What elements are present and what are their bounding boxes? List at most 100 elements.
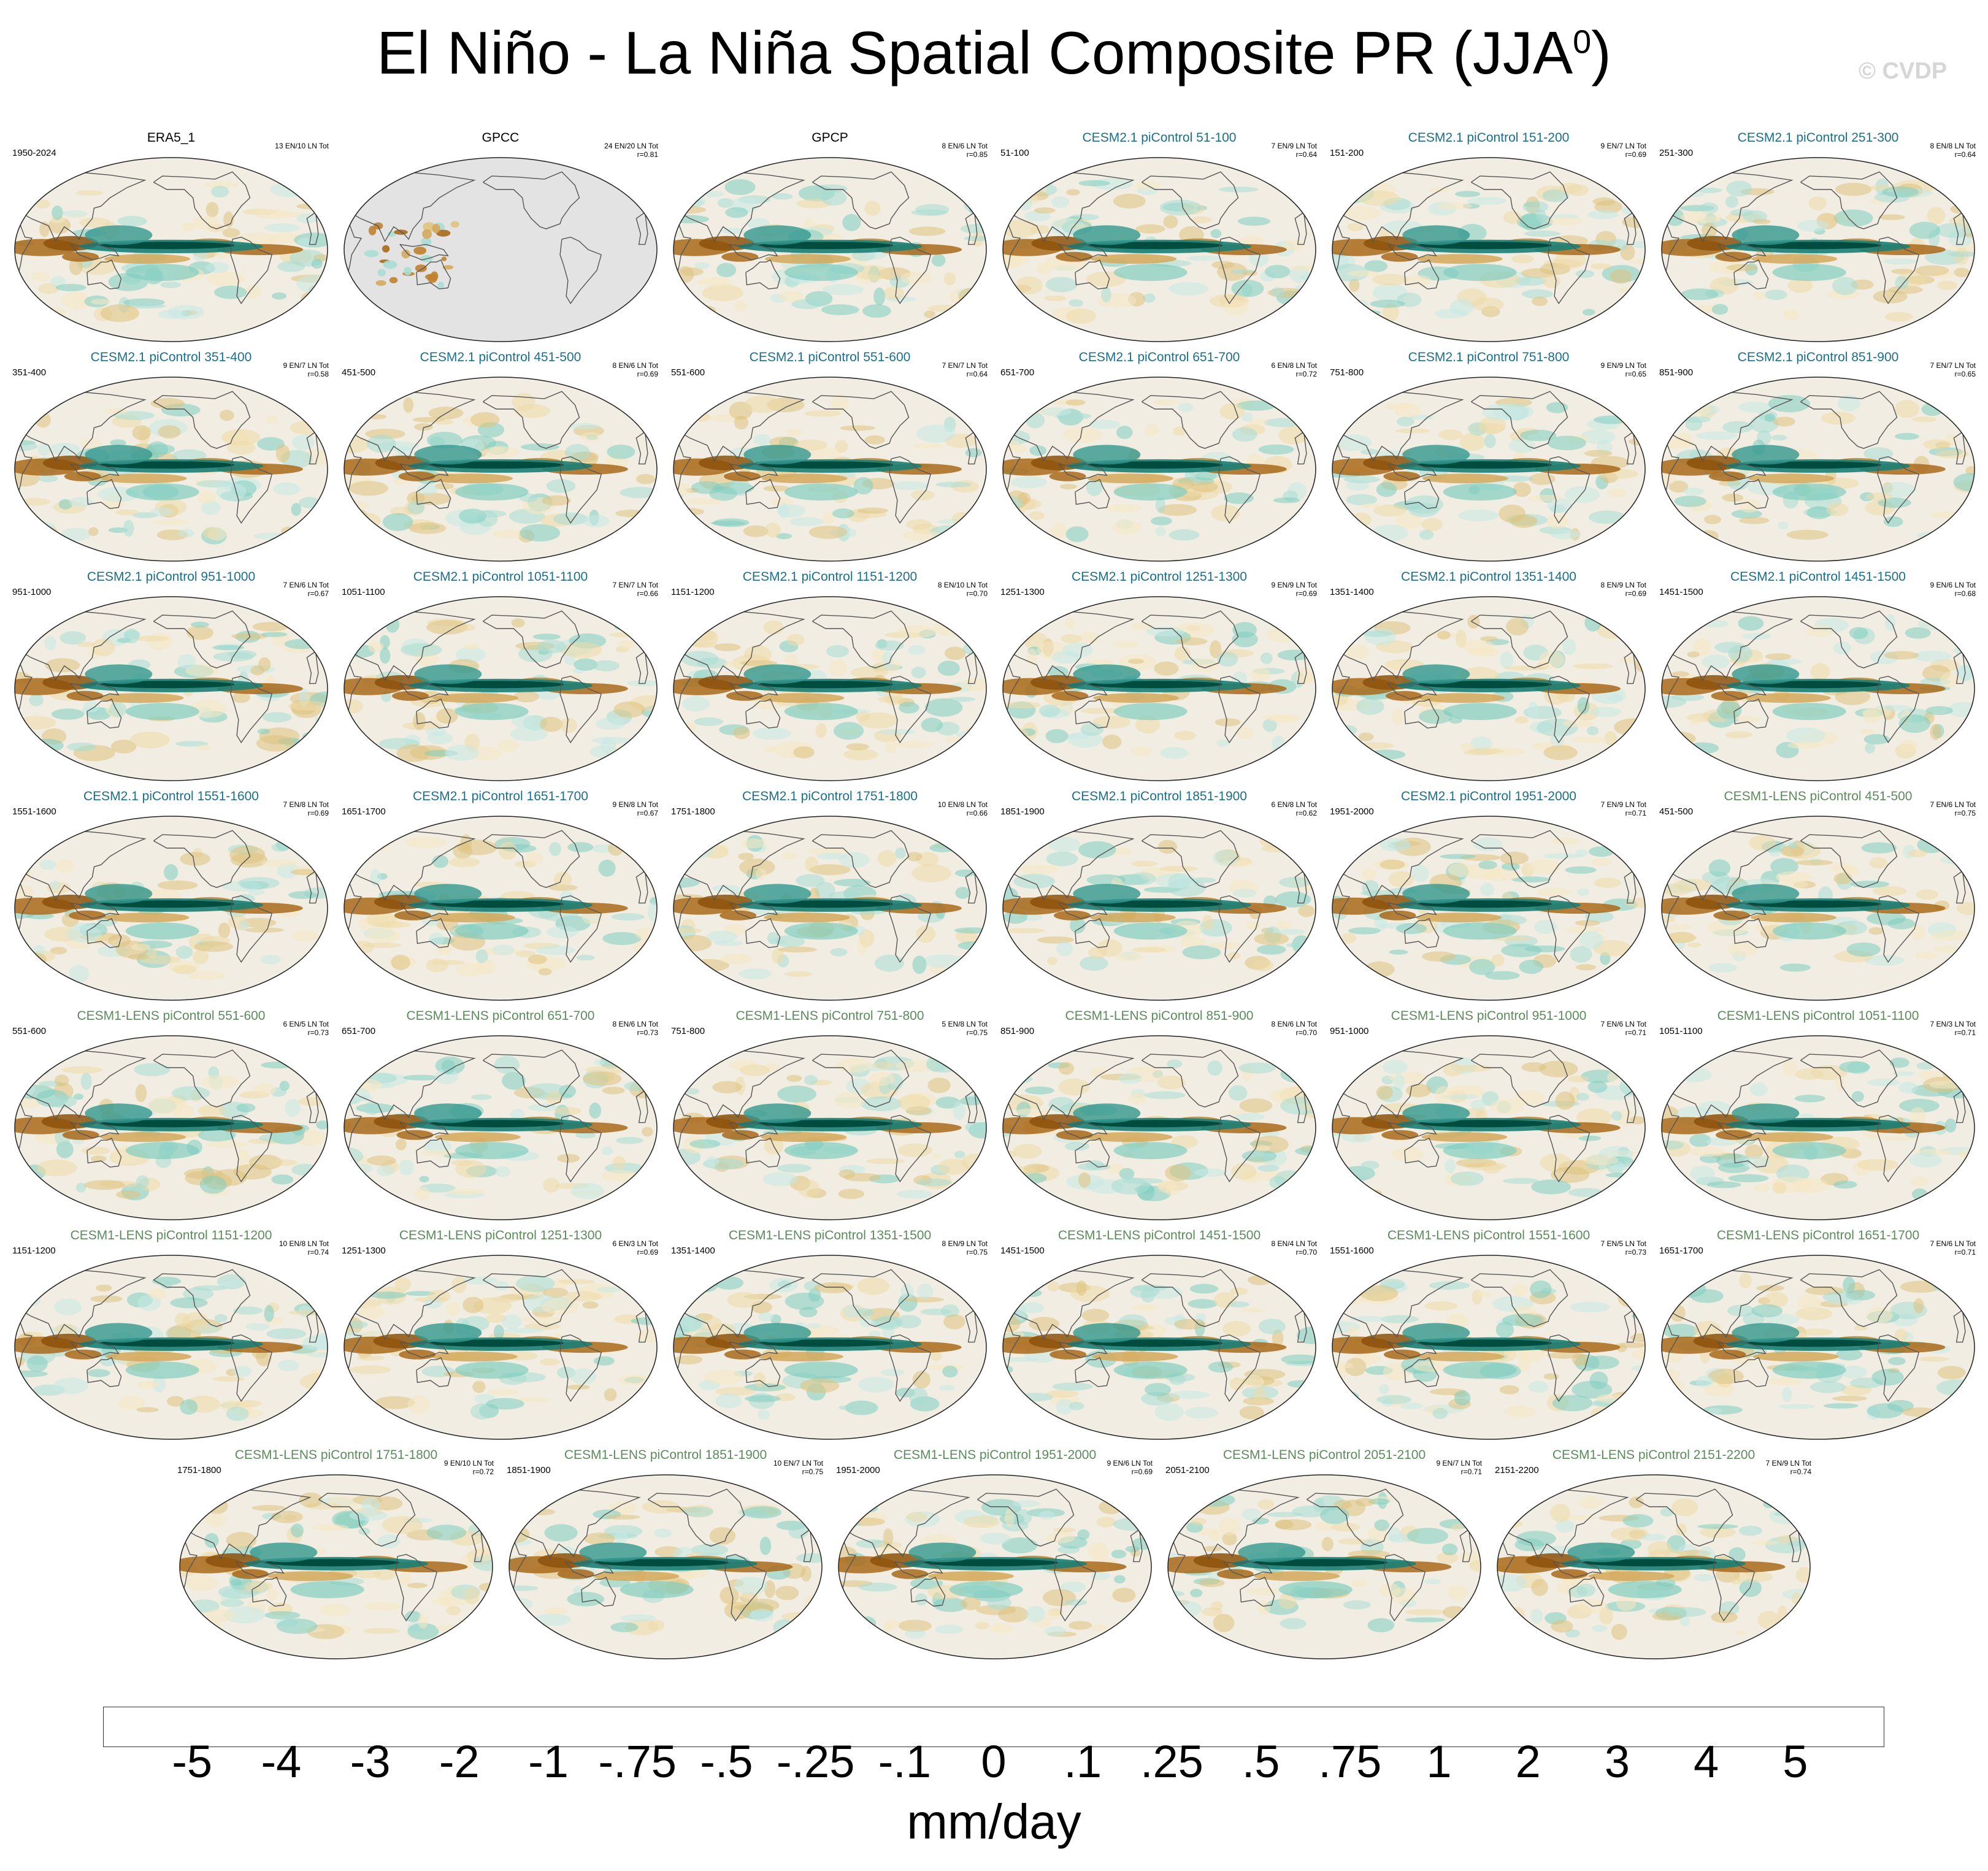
panel-title: GPCC (482, 131, 520, 145)
panel-counts: 8 EN/9 LN Tot r=0.69 (1601, 581, 1646, 598)
panel-years: 151-200 (1330, 148, 1364, 158)
colorbar-tick-label: 2 (1515, 1736, 1541, 1787)
precip-map (1002, 377, 1316, 562)
pattern-correlation: r=0.67 (307, 589, 329, 598)
precip-map (1661, 1255, 1975, 1440)
map-panel: CESM2.1 piControl 1551-1600 1551-1600 7 EN… (9, 789, 334, 1006)
pattern-correlation: r=0.74 (307, 1248, 329, 1257)
panel-years: 1551-1600 (12, 806, 56, 817)
panel-counts: 8 EN/6 LN Tot r=0.70 (1272, 1020, 1317, 1037)
colorbar-units: mm/day (907, 1794, 1081, 1849)
panel-title: GPCP (812, 131, 848, 145)
map-panel: CESM1-LENS piControl 551-600 551-600 6 EN/… (9, 1009, 334, 1226)
precip-map (1332, 816, 1646, 1001)
panel-counts: 8 EN/8 LN Tot r=0.64 (1930, 142, 1976, 159)
map-panel: CESM1-LENS piControl 951-1000 951-1000 7 E… (1326, 1009, 1651, 1226)
event-counts: 7 EN/6 LN Tot (283, 581, 329, 589)
pattern-correlation: r=0.58 (307, 370, 329, 378)
panel-counts: 8 EN/10 LN Tot r=0.70 (938, 581, 988, 598)
map-panel: CESM1-LENS piControl 1951-2000 1951-2000 9… (832, 1448, 1157, 1665)
panel-title: CESM2.1 piControl 1151-1200 (742, 570, 918, 584)
pattern-correlation: r=0.66 (966, 809, 988, 817)
map-panel: CESM1-LENS piControl 1351-1500 1351-1400 8… (667, 1228, 992, 1445)
panel-years: 251-300 (1659, 148, 1694, 158)
map-panel: CESM1-LENS piControl 1851-1900 1851-1900 1… (503, 1448, 828, 1665)
precip-map (1661, 1035, 1975, 1220)
panel-title: CESM2.1 piControl 1551-1600 (83, 789, 259, 803)
event-counts: 10 EN/8 LN Tot (278, 1239, 329, 1248)
cvdp-watermark: © CVDP (1859, 58, 1948, 84)
event-counts: 8 EN/6 LN Tot (612, 361, 658, 370)
panel-title: CESM2.1 piControl 351-400 (90, 350, 252, 364)
panel-title: CESM2.1 piControl 1751-1800 (742, 789, 918, 803)
panel-title: CESM1-LENS piControl 551-600 (77, 1009, 266, 1023)
panel-counts: 9 EN/6 LN Tot r=0.68 (1930, 581, 1976, 598)
panel-years: 1951-2000 (836, 1465, 880, 1475)
pattern-correlation: r=0.73 (307, 1028, 329, 1037)
map-panel: CESM2.1 piControl 851-900 851-900 7 EN/7 L… (1656, 350, 1981, 567)
precip-map (14, 816, 328, 1001)
map-panel: CESM1-LENS piControl 851-900 851-900 8 EN/… (997, 1009, 1322, 1226)
precip-map (1661, 816, 1975, 1001)
precip-map (1002, 816, 1316, 1001)
panel-title: CESM2.1 piControl 651-700 (1078, 350, 1240, 364)
precip-map (673, 377, 987, 562)
map-panel: CESM2.1 piControl 1251-1300 1251-1300 9 EN… (997, 570, 1322, 787)
event-counts: 7 EN/6 LN Tot (1930, 1239, 1976, 1248)
colorbar-tick-label: 0 (981, 1736, 1007, 1787)
event-counts: 8 EN/9 LN Tot (1600, 581, 1646, 589)
map-panel: CESM1-LENS piControl 751-800 751-800 5 EN/… (667, 1009, 992, 1226)
precip-map (673, 157, 987, 342)
map-panel: CESM2.1 piControl 751-800 751-800 9 EN/9 L… (1326, 350, 1651, 567)
panel-years: 451-500 (1659, 806, 1694, 817)
precip-map (343, 1035, 658, 1220)
event-counts: 9 EN/10 LN Tot (443, 1459, 494, 1467)
event-counts: 9 EN/7 LN Tot (283, 361, 329, 370)
event-counts: 10 EN/8 LN Tot (937, 800, 988, 809)
chart-title: El Niño - La Niña Spatial Composite PR (… (377, 19, 1611, 86)
pattern-correlation: r=0.64 (966, 370, 988, 378)
panel-years: 1950-2024 (12, 148, 56, 158)
colorbar-tick-label: .5 (1242, 1736, 1280, 1787)
event-counts: 5 EN/8 LN Tot (942, 1020, 988, 1028)
panel-title: CESM2.1 piControl 451-500 (420, 350, 581, 364)
panel-years: 2151-2200 (1495, 1465, 1539, 1475)
panel-counts: 9 EN/6 LN Tot r=0.69 (1107, 1459, 1153, 1476)
precip-map (509, 1474, 823, 1659)
event-counts: 10 EN/7 LN Tot (773, 1459, 823, 1467)
pattern-correlation: r=0.75 (802, 1467, 823, 1476)
map-panel: CESM2.1 piControl 1151-1200 1151-1200 8 EN… (667, 570, 992, 787)
panel-title: CESM1-LENS piControl 951-1000 (1391, 1009, 1587, 1023)
precip-map (1002, 1255, 1316, 1440)
map-panel: CESM1-LENS piControl 1651-1700 1651-1700 7… (1656, 1228, 1981, 1445)
map-panel: CESM2.1 piControl 451-500 451-500 8 EN/6 L… (338, 350, 663, 567)
pattern-correlation: r=0.71 (1625, 809, 1646, 817)
event-counts: 6 EN/8 LN Tot (1271, 361, 1317, 370)
pattern-correlation: r=0.71 (1625, 1028, 1646, 1037)
event-counts: 8 EN/6 LN Tot (1271, 1020, 1317, 1028)
pattern-correlation: r=0.70 (1295, 1248, 1317, 1257)
panel-counts: 9 EN/7 LN Tot r=0.69 (1601, 142, 1646, 159)
panel-title: CESM2.1 piControl 1251-1300 (1071, 570, 1247, 584)
map-panel: CESM1-LENS piControl 1251-1300 1251-1300 6… (338, 1228, 663, 1445)
panel-years: 951-1000 (1330, 1026, 1369, 1036)
map-panel: CESM2.1 piControl 1351-1400 1351-1400 8 EN… (1326, 570, 1651, 787)
map-panel: CESM2.1 piControl 251-300 251-300 8 EN/8 L… (1656, 131, 1981, 348)
panel-counts: 8 EN/6 LN Tot r=0.85 (942, 142, 988, 159)
panel-title: CESM1-LENS piControl 2151-2200 (1552, 1448, 1756, 1462)
event-counts: 8 EN/4 LN Tot (1271, 1239, 1317, 1248)
pattern-correlation: r=0.71 (1460, 1467, 1482, 1476)
panel-counts: 9 EN/8 LN Tot r=0.67 (613, 800, 658, 817)
panel-counts: 5 EN/8 LN Tot r=0.75 (942, 1020, 988, 1037)
panel-counts: 7 EN/6 LN Tot r=0.75 (1930, 800, 1976, 817)
panel-counts: 13 EN/10 LN Tot (275, 142, 329, 150)
panel-years: 1651-1700 (1659, 1245, 1703, 1256)
panel-title: CESM2.1 piControl 1651-1700 (412, 789, 588, 803)
pattern-correlation: r=0.64 (1954, 150, 1976, 159)
pattern-correlation: r=0.75 (966, 1028, 988, 1037)
event-counts: 7 EN/8 LN Tot (283, 800, 329, 809)
precip-map (1332, 377, 1646, 562)
precip-map (1002, 157, 1316, 342)
colorbar-tick-label: 1 (1426, 1736, 1452, 1787)
panel-counts: 8 EN/4 LN Tot r=0.70 (1272, 1239, 1317, 1257)
